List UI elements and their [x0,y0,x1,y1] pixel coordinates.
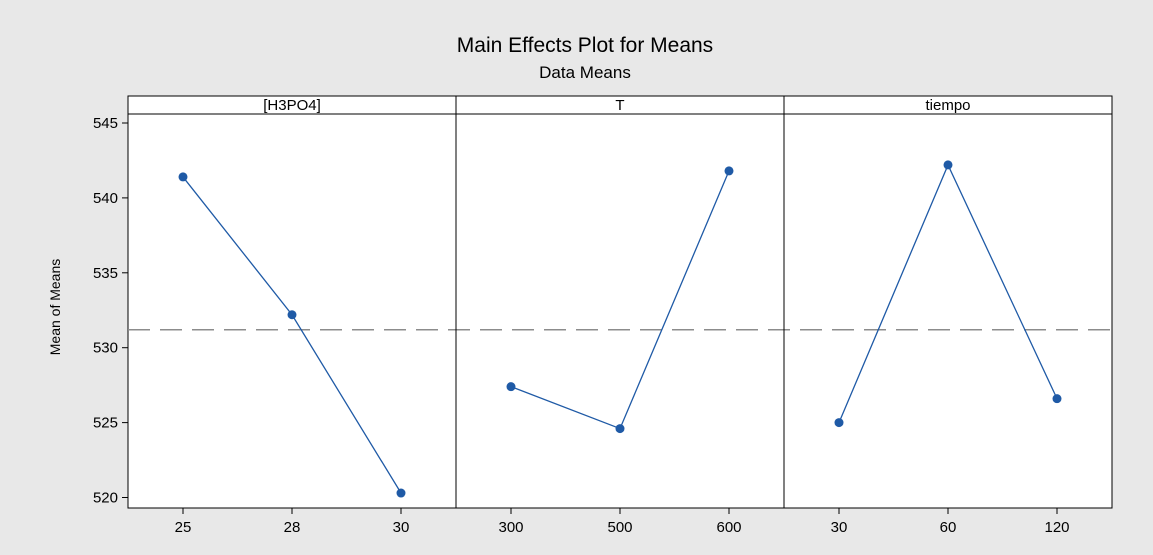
data-point [396,488,406,498]
y-axis-label: Mean of Means [47,259,63,356]
y-tick-label: 525 [93,415,118,432]
data-point [178,172,188,182]
plot-area [127,95,1113,509]
data-point [287,310,297,320]
y-tick-label: 540 [93,190,118,207]
x-tick-label: 25 [175,519,192,536]
x-tick-label: 500 [607,519,632,536]
data-point [834,418,844,428]
panel-header-label: [H3PO4] [263,97,321,114]
data-point [724,166,734,176]
data-point [615,424,625,434]
data-point [1052,394,1062,404]
panels-group: 520 525 530 535 540 545 [H3PO4] 25 28 30 T 300 500 60… [93,95,1113,536]
y-tick-label: 530 [93,340,118,357]
x-tick-label: 300 [498,519,523,536]
x-tick-label: 120 [1044,519,1069,536]
chart-subtitle: Data Means [539,63,631,82]
x-tick-label: 600 [716,519,741,536]
y-tick-label: 545 [93,115,118,132]
y-tick-label: 520 [93,490,118,507]
data-point [943,160,953,170]
x-tick-label: 28 [284,519,301,536]
panel-header-label: tiempo [925,97,970,114]
y-tick-label: 535 [93,265,118,282]
x-tick-label: 30 [393,519,410,536]
chart-title: Main Effects Plot for Means [457,34,713,57]
data-point [506,382,516,392]
panel-header-label: T [615,97,624,114]
x-tick-label: 30 [831,519,848,536]
x-tick-label: 60 [940,519,957,536]
